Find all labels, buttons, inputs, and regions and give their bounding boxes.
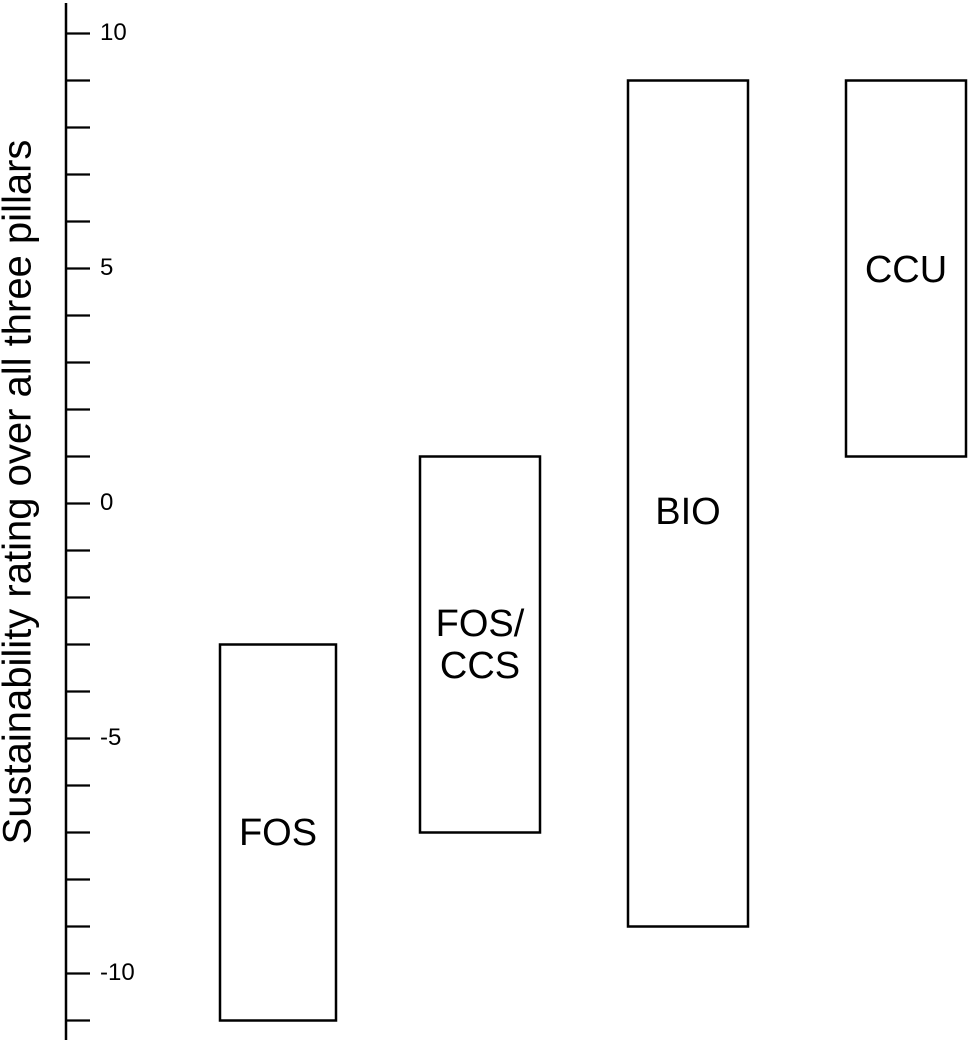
bar-label: CCS [440,645,520,687]
bar-label: FOS [239,812,317,854]
y-tick-label: 5 [100,254,113,281]
bar-label: BIO [655,491,720,533]
y-tick-label: 10 [100,19,127,46]
bar-label: CCU [865,249,947,291]
range-bar-ccu [844,79,968,458]
range-bar-fos-ccs [418,455,542,834]
y-tick-label: -5 [100,724,121,751]
range-bar-fos [218,643,338,1022]
range-bar-bio [626,79,750,928]
bar-label: FOS/ [436,603,525,645]
y-tick-label: -10 [100,959,135,986]
y-axis-label: Sustainability rating over all three pil… [0,140,40,845]
y-tick-label: 0 [100,489,113,516]
y-axis-ticks: 10 5 0 -5 -10 [66,19,135,1022]
range-bars: FOS FOS/CCS BIO CCU [218,79,968,1022]
